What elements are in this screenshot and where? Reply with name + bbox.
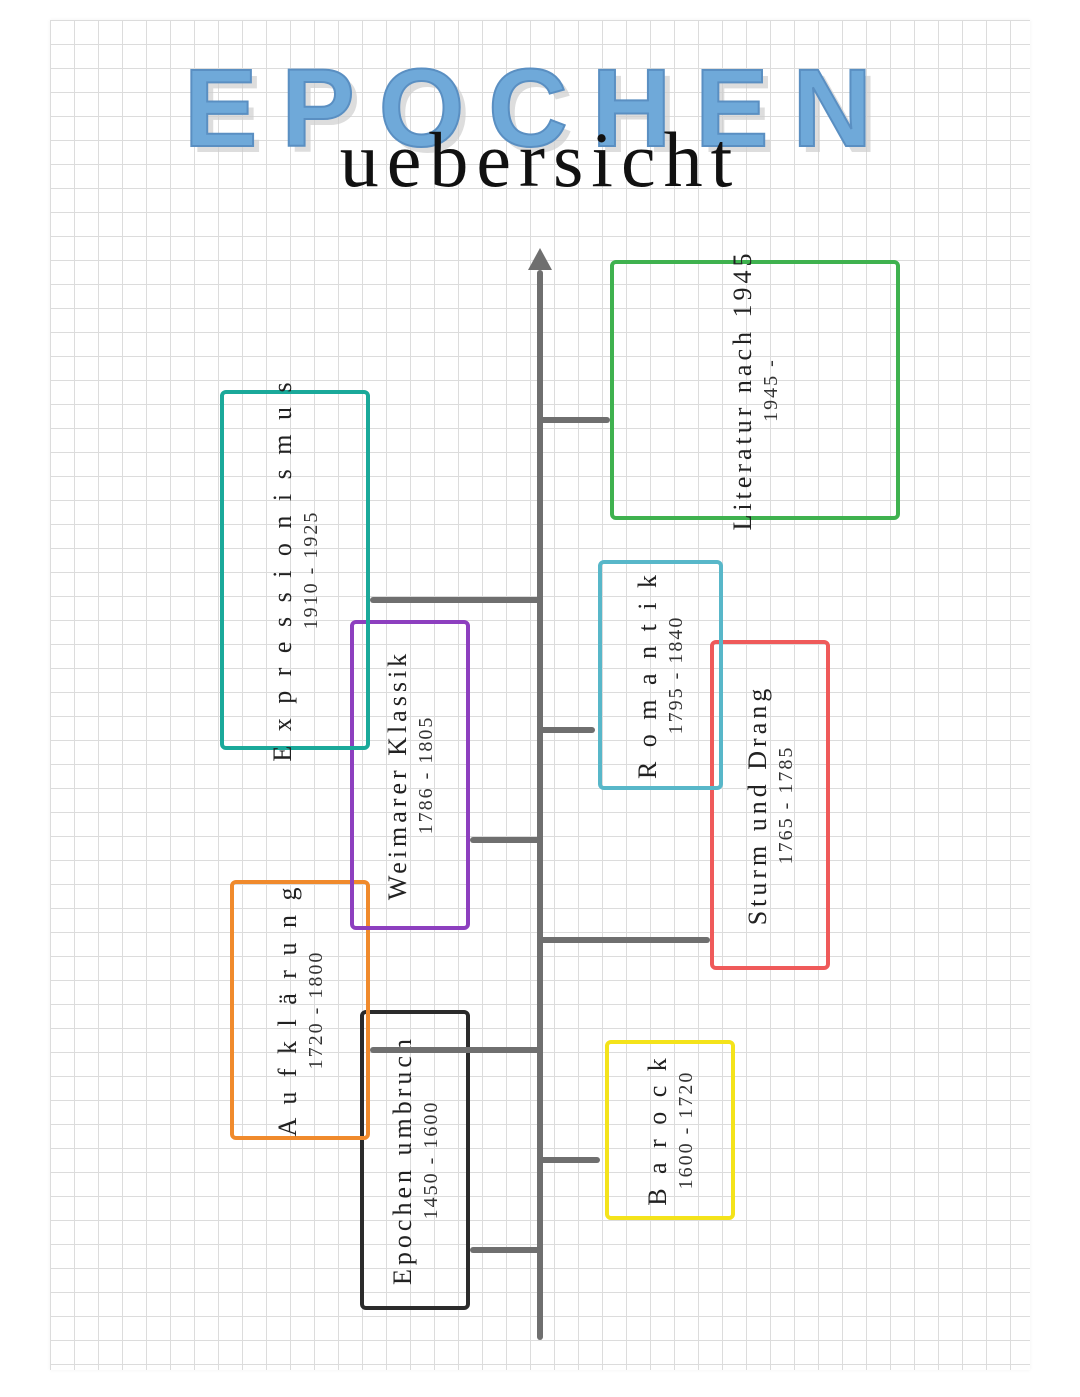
epoch-name: Sturm und Drang [743,685,773,926]
epoch-dates: 1450 - 1600 [420,1101,443,1220]
epoch-nach1945: Literatur nach 19451945 - [610,260,900,520]
epoch-name: R o m a n t i k [633,571,663,779]
paper-sheet: EPOCHEN EPOCHEN uebersicht Epochen umbru… [50,20,1030,1370]
title-script-text: uebersicht [50,115,1030,205]
timeline-axis [537,270,543,1340]
timeline-tick [470,837,540,843]
epoch-dates: 1910 - 1925 [300,511,323,630]
timeline-tick [540,937,710,943]
epoch-dates: 1795 - 1840 [665,616,688,735]
timeline-viewport: Epochen umbruch1450 - 1600 B a r o c k160… [50,220,1030,1370]
epoch-name: Weimarer Klassik [383,650,413,900]
epoch-dates: 1945 - [760,358,783,422]
timeline-arrowhead-icon [528,248,552,270]
epoch-dates: 1720 - 1800 [305,951,328,1070]
timeline-tick [540,727,595,733]
epoch-name: Epochen umbruch [388,1035,418,1285]
timeline-tick [470,1247,540,1253]
epoch-sturm: Sturm und Drang1765 - 1785 [710,640,830,970]
epoch-epochenumbruch: Epochen umbruch1450 - 1600 [360,1010,470,1310]
timeline-tick [540,417,610,423]
epoch-name: A u f k l ä r u n g [273,884,303,1137]
page-title: EPOCHEN EPOCHEN uebersicht [50,45,1030,172]
epoch-barock: B a r o c k1600 - 1720 [605,1040,735,1220]
epoch-romantik: R o m a n t i k1795 - 1840 [598,560,723,790]
timeline-stage: Epochen umbruch1450 - 1600 B a r o c k160… [50,220,1030,1370]
timeline-tick [370,597,540,603]
epoch-name: Literatur nach 1945 [728,249,758,530]
epoch-dates: 1765 - 1785 [775,746,798,865]
timeline-tick [370,1047,540,1053]
epoch-name: E x p r e s s i o n i s m u s [268,378,298,761]
epoch-dates: 1786 - 1805 [415,716,438,835]
epoch-dates: 1600 - 1720 [675,1071,698,1190]
timeline-tick [540,1157,600,1163]
epoch-aufklaerung: A u f k l ä r u n g1720 - 1800 [230,880,370,1140]
epoch-name: B a r o c k [643,1054,673,1206]
epoch-expressionismus: E x p r e s s i o n i s m u s1910 - 1925 [220,390,370,750]
